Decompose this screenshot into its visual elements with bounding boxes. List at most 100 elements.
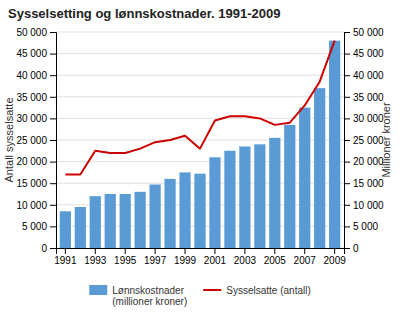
bar [224,151,235,248]
tick-mark [344,97,350,98]
tick-label: 45 000 [353,48,384,59]
tick-label: 35 000 [16,92,47,103]
tick-label: 1995 [114,255,137,266]
legend-label-line: Lønnskostnader [112,285,184,296]
tick-mark [344,226,350,227]
legend-item: Sysselsatte (antall) [203,285,310,296]
tick-mark [244,248,245,254]
tick-mark [50,205,56,206]
tick-mark [50,183,56,184]
tick: 10 000 [16,200,56,211]
tick: 5 000 [344,221,378,232]
tick: 20 000 [344,156,384,167]
tick: 50 000 [16,27,56,38]
tick-mark [344,205,350,206]
y-axis-title: Antall sysselsatte [3,98,15,183]
x-axis: 1991199319951997199920012003200520072009 [54,248,346,266]
tick-label: 2005 [264,255,287,266]
bar [75,207,86,248]
bar [135,192,146,248]
tick-label: 50 000 [353,27,384,38]
y2-axis: 0 5 000 10 000 15 000 20 000 25 000 30 000 35 0… [344,27,384,254]
tick-label: 10 000 [353,200,384,211]
bar [105,194,116,248]
tick: 2007 [294,248,317,266]
tick-label: 2007 [294,255,317,266]
legend-label: Sysselsatte (antall) [226,285,310,296]
y2-axis-title: Millioner kroner [380,102,392,178]
bar [150,184,161,248]
tick: 1999 [174,248,197,266]
tick: 35 000 [344,92,384,103]
tick: 0 [344,243,359,254]
legend-swatch [89,285,107,295]
tick-mark [344,75,350,76]
tick-mark [214,248,215,254]
tick-label: 50 000 [16,27,47,38]
tick: 30 000 [344,113,384,124]
legend-label: Lønnskostnader(millioner kroner) [112,285,187,308]
tick: 15 000 [16,178,56,189]
tick-mark [344,248,350,249]
tick-label: 2003 [234,255,257,266]
bar [179,172,190,248]
tick-label: 40 000 [16,70,47,81]
tick-mark [344,140,350,141]
tick-label: 15 000 [353,178,384,189]
y-axis: 05 00010 00015 00020 00025 00030 00035 0… [16,27,56,254]
tick-mark [304,248,305,254]
tick-label: 30 000 [16,113,47,124]
bar [164,179,175,248]
tick: 25 000 [16,135,56,146]
legend-swatch [203,289,221,291]
tick-label: 45 000 [16,48,47,59]
legend-item: Lønnskostnader(millioner kroner) [89,285,187,308]
tick: 45 000 [16,48,56,59]
tick-label: 2009 [324,255,347,266]
tick-mark [344,162,350,163]
tick: 45 000 [344,48,384,59]
chart: 1991199319951997199920012003200520072009… [0,0,400,320]
bar [239,146,250,248]
bar-series [60,41,341,248]
tick-label: 25 000 [16,135,47,146]
tick-mark [65,248,66,254]
tick-label: 35 000 [353,92,384,103]
bar [254,144,265,248]
tick-mark [344,183,350,184]
bar [314,88,325,248]
tick: 35 000 [16,92,56,103]
bar [329,41,340,248]
tick: 1993 [84,248,107,266]
tick-mark [50,162,56,163]
tick: 2005 [264,248,287,266]
tick-mark [50,54,56,55]
grid-line [56,75,344,76]
tick-mark [185,248,186,254]
tick: 1997 [144,248,167,266]
legend: Lønnskostnader(millioner kroner) Sysselsa… [89,285,311,308]
tick-mark [274,248,275,254]
tick: 2003 [234,248,257,266]
tick-mark [95,248,96,254]
tick-mark [344,118,350,119]
bar [299,108,310,248]
plot: 1991199319951997199920012003200520072009… [16,27,384,266]
bar [60,211,71,248]
tick: 5 000 [22,221,56,232]
tick: 15 000 [344,178,384,189]
tick-label: 10 000 [16,200,47,211]
tick-mark [50,248,56,249]
bar [284,125,295,248]
tick: 10 000 [344,200,384,211]
grid-line [56,53,344,54]
tick-mark [50,97,56,98]
marks [60,41,341,248]
tick: 25 000 [344,135,384,146]
tick-label: 0 [41,243,47,254]
tick-mark [50,118,56,119]
bar [269,138,280,248]
tick-mark [50,226,56,227]
axis-line [345,33,351,249]
tick-label: 15 000 [16,178,47,189]
